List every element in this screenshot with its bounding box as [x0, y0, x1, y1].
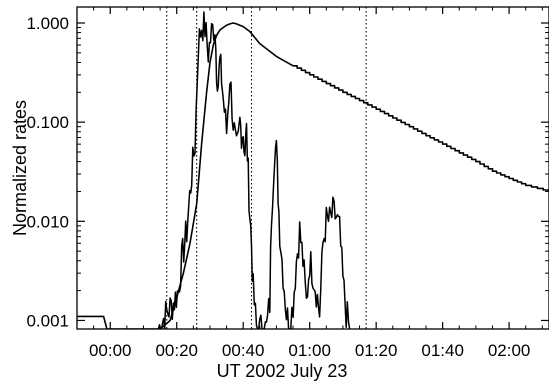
x-tick-label: 01:00	[288, 341, 331, 360]
x-axis-label: UT 2002 July 23	[217, 361, 348, 381]
y-axis-label: Normalized rates	[10, 100, 30, 236]
series-line-noisy	[157, 11, 351, 329]
series-group	[77, 11, 549, 329]
x-tick-label: 01:20	[355, 341, 398, 360]
x-tick-label: 00:00	[89, 341, 132, 360]
x-tick-label: 01:40	[421, 341, 464, 360]
x-tick-label: 00:20	[155, 341, 198, 360]
plot-frame	[76, 6, 549, 330]
y-tick-label: 1.000	[26, 14, 69, 33]
x-tick-label: 02:00	[488, 341, 531, 360]
y-tick-label: 0.100	[26, 113, 69, 132]
y-tick-label: 0.001	[26, 311, 69, 330]
series-line-smooth	[77, 22, 549, 329]
y-axis-ticks: 0.001 0.010 0.100 1.000	[26, 14, 549, 330]
y-tick-label: 0.010	[26, 212, 69, 231]
x-axis-ticks: 00:00 00:20 00:40 01:00 01:20 01:40 02:00	[89, 7, 543, 360]
x-tick-label: 00:40	[222, 341, 265, 360]
vertical-markers	[166, 7, 367, 329]
